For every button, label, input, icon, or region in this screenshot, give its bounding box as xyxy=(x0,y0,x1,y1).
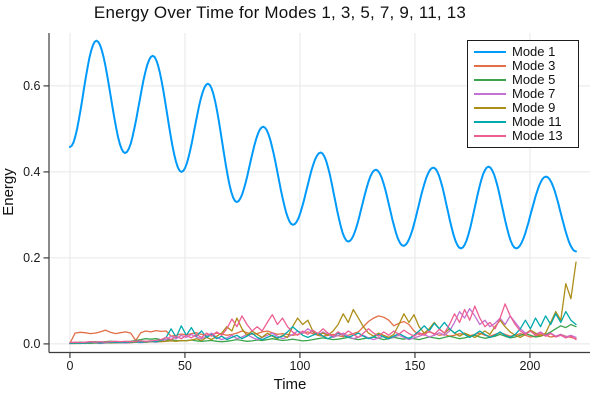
x-tick-label: 150 xyxy=(405,359,426,373)
legend-label: Mode 11 xyxy=(512,114,562,129)
legend-line-sample xyxy=(474,121,506,123)
tick-labels: 0 50 100 150 200 0.0 0.2 0.4 0.6 xyxy=(23,79,540,373)
legend-label: Mode 9 xyxy=(512,100,556,115)
legend-line-sample xyxy=(474,65,506,67)
legend-line-sample xyxy=(474,51,506,53)
legend-line-sample xyxy=(474,93,506,95)
axes-spines xyxy=(43,33,590,358)
x-axis-label: Time xyxy=(273,376,307,393)
legend-item-mode-7: Mode 7 xyxy=(474,87,578,101)
legend-label: Mode 13 xyxy=(512,128,563,143)
legend-label: Mode 3 xyxy=(512,58,556,73)
plot-series xyxy=(68,39,577,345)
x-tick-label: 50 xyxy=(178,359,192,373)
series-line-mode-11 xyxy=(69,310,577,345)
legend-label: Mode 1 xyxy=(512,44,556,59)
legend-line-sample xyxy=(474,79,506,81)
legend-item-mode-5: Mode 5 xyxy=(474,73,578,87)
x-tick-label: 0 xyxy=(66,359,73,373)
y-tick-label: 0.6 xyxy=(23,79,40,93)
series-line-mode-13 xyxy=(69,303,577,344)
legend-line-sample xyxy=(474,107,506,109)
legend-item-mode-11: Mode 11 xyxy=(474,115,578,129)
chart-title: Energy Over Time for Modes 1, 3, 5, 7, 9… xyxy=(93,3,467,22)
legend-item-mode-1: Mode 1 xyxy=(474,45,578,59)
y-axis-label: Energy xyxy=(0,168,17,216)
y-tick-label: 0.4 xyxy=(23,165,40,179)
x-tick-label: 100 xyxy=(290,359,311,373)
legend-label: Mode 5 xyxy=(512,72,556,87)
legend-item-mode-13: Mode 13 xyxy=(474,129,578,143)
x-tick-label: 200 xyxy=(520,359,541,373)
legend-label: Mode 7 xyxy=(512,86,556,101)
legend-item-mode-9: Mode 9 xyxy=(474,101,578,115)
legend-item-mode-3: Mode 3 xyxy=(474,59,578,73)
y-tick-label: 0.0 xyxy=(23,337,40,351)
series-line-mode-1 xyxy=(68,39,577,253)
legend: Mode 1 Mode 3 Mode 5 Mode 7 Mode 9 Mode … xyxy=(467,40,579,148)
legend-line-sample xyxy=(474,135,506,137)
y-tick-label: 0.2 xyxy=(23,251,40,265)
